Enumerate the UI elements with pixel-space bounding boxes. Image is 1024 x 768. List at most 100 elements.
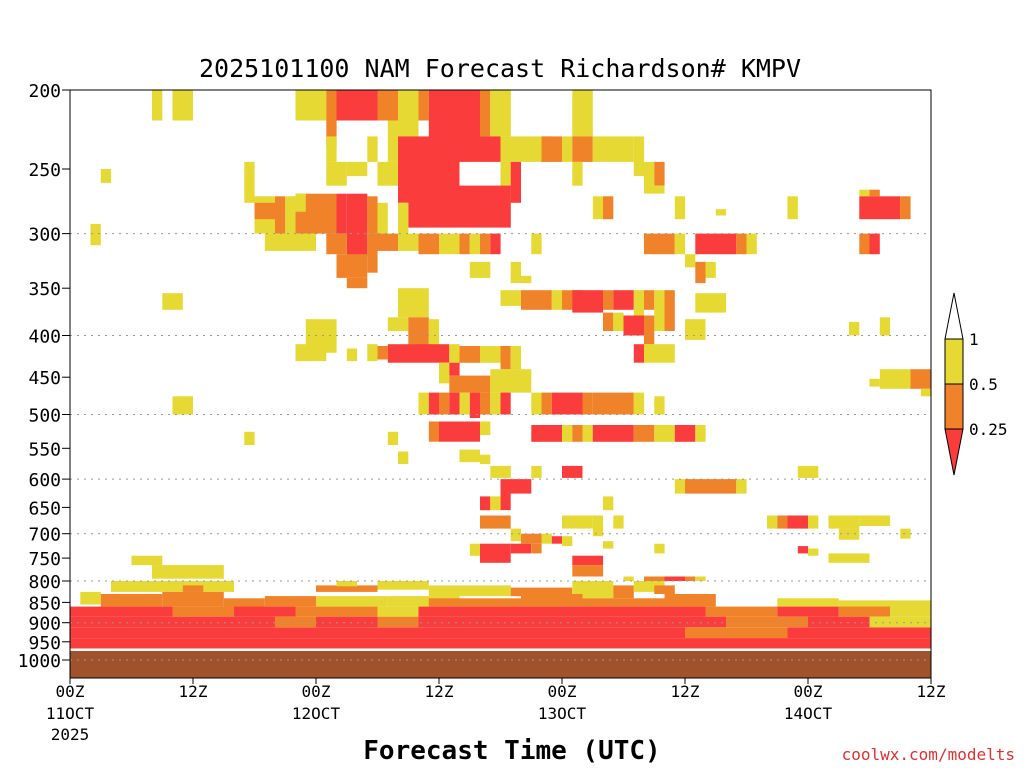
ri-cell <box>808 548 819 556</box>
ri-cell <box>582 425 593 442</box>
ri-cell <box>582 598 665 607</box>
plot-frame <box>69 89 932 679</box>
ri-cell <box>377 606 419 617</box>
ri-cell <box>644 576 665 581</box>
ri-cell <box>346 193 368 257</box>
ri-cell <box>326 233 347 255</box>
ri-cell <box>162 591 224 607</box>
ri-cell <box>551 392 583 415</box>
ri-cell <box>100 594 163 607</box>
ri-cell <box>572 90 593 137</box>
ri-cell <box>428 421 440 442</box>
ri-cell <box>316 585 378 592</box>
ri-cell <box>920 388 932 397</box>
y-tick-label: 200 <box>28 81 61 102</box>
y-tick-label: 450 <box>28 368 61 389</box>
ri-cell <box>551 536 563 544</box>
ri-cell <box>685 479 737 494</box>
ri-cell <box>603 496 614 511</box>
ri-cell <box>264 233 296 251</box>
ri-cell <box>428 392 440 415</box>
ri-cell <box>654 290 665 331</box>
ri-cell <box>490 392 501 415</box>
ri-cell <box>480 233 491 255</box>
ri-cell <box>490 369 501 393</box>
ri-cell <box>439 392 450 415</box>
ri-cell <box>521 594 583 607</box>
ri-cell <box>592 515 604 537</box>
ri-cell <box>172 606 234 617</box>
ri-cell <box>500 479 532 494</box>
ri-cell <box>869 189 880 197</box>
x-tick-day-label: 11OCT <box>46 704 95 723</box>
ri-cell <box>510 543 532 554</box>
legend-label: 0.5 <box>969 375 998 394</box>
ri-cell <box>664 594 716 607</box>
ri-cell <box>111 616 173 628</box>
ri-cell <box>736 233 747 255</box>
ri-cell <box>295 606 378 617</box>
y-tick-label: 750 <box>28 549 61 570</box>
x-tick-label: 12Z <box>671 682 700 701</box>
ri-cell <box>541 392 552 415</box>
ri-cell <box>264 596 317 607</box>
ri-cell <box>838 600 932 609</box>
ri-cell <box>695 233 737 255</box>
ri-cell <box>439 421 480 442</box>
ri-cell <box>162 293 183 310</box>
ri-cell <box>469 392 481 418</box>
ri-cell <box>562 136 573 162</box>
ri-cell <box>582 392 593 415</box>
ri-cell <box>316 616 378 628</box>
ri-cell <box>500 369 532 393</box>
ri-cell <box>705 606 778 617</box>
ri-cell <box>449 392 460 415</box>
ri-cell <box>182 585 204 592</box>
ri-cell <box>418 606 706 617</box>
ri-cell <box>459 233 470 255</box>
ri-cell <box>777 515 788 529</box>
ri-cell <box>480 515 511 529</box>
x-tick-year-label: 2025 <box>51 725 90 744</box>
legend-label: 0.25 <box>969 420 1008 439</box>
y-tick-label: 400 <box>28 327 61 348</box>
ri-cell <box>377 233 398 251</box>
ri-cell <box>70 616 111 628</box>
ri-cell <box>705 261 716 278</box>
ri-cell <box>336 254 368 278</box>
ri-cell <box>295 90 327 121</box>
ri-cell <box>644 161 655 186</box>
ri-cell <box>592 425 634 442</box>
ri-cell <box>572 581 614 599</box>
ri-cell <box>613 312 624 331</box>
ri-cell <box>562 536 573 547</box>
ri-cell <box>787 515 808 529</box>
ri-cell <box>326 90 337 148</box>
y-tick-label: 800 <box>28 572 61 593</box>
ri-cell <box>418 392 429 415</box>
ri-cell <box>418 616 726 628</box>
ri-cell <box>900 528 911 539</box>
ri-cell <box>531 392 542 415</box>
ri-cell <box>808 616 870 628</box>
ri-cell <box>736 479 747 494</box>
ri-cell <box>644 344 675 363</box>
ri-cell <box>100 169 112 183</box>
x-tick-label: 12Z <box>425 682 454 701</box>
ri-cell <box>336 193 347 234</box>
ri-cell <box>695 293 727 313</box>
ri-cell <box>633 136 645 176</box>
legend-swatch-bottom <box>944 428 964 476</box>
x-tick-label: 00Z <box>794 682 823 701</box>
ri-cell <box>572 425 583 442</box>
ri-cell <box>767 515 778 529</box>
ri-cell <box>326 161 347 186</box>
y-tick-label: 600 <box>28 470 61 491</box>
ri-cell <box>367 233 378 273</box>
ri-cell <box>808 515 819 529</box>
ri-cell <box>510 261 521 284</box>
ri-cell <box>695 261 706 284</box>
y-tick-label: 650 <box>28 498 61 519</box>
ri-cell <box>111 581 152 592</box>
x-tick-label: 00Z <box>302 682 331 701</box>
